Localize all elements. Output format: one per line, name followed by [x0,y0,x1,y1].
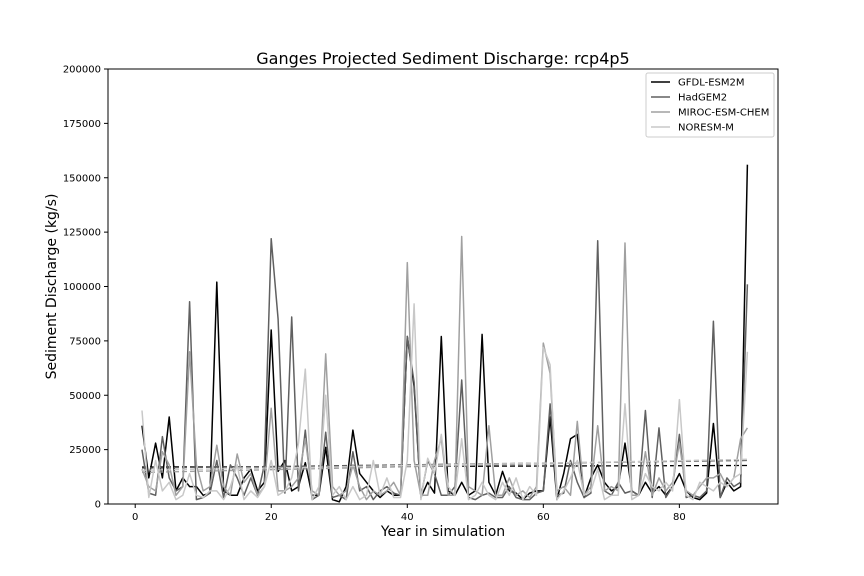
y-tick-label: 150000 [63,173,101,184]
y-tick-label: 50000 [69,391,101,402]
x-tick-label: 40 [401,512,414,523]
legend: GFDL-ESM2M HadGEM2 MIROC-ESM-CHEM NORESM-M [645,72,775,138]
y-tick-label: 25000 [69,445,101,456]
legend-label: GFDL-ESM2M [678,78,745,89]
x-tick-label: 80 [673,512,686,523]
chart-title: Ganges Projected Sediment Discharge: rcp… [256,49,629,68]
legend-label: MIROC-ESM-CHEM [678,108,769,119]
y-tick-label: 200000 [63,65,101,76]
x-axis-ticks: 0 20 40 60 80 [132,504,686,523]
y-axis-label: Sediment Discharge (kg/s) [44,194,60,380]
legend-frame [645,72,775,138]
series-layer [141,164,749,503]
x-axis-label: Year in simulation [380,524,505,540]
series-line-3 [141,303,749,501]
y-tick-label: 100000 [63,282,101,293]
y-tick-label: 75000 [69,336,101,347]
legend-label: NORESM-M [678,123,734,134]
series-line-2 [141,235,749,501]
x-tick-label: 20 [265,512,278,523]
y-axis-ticks: 0 25000 50000 75000 100000 125000 150000 175000… [63,65,108,511]
series-line-0 [141,164,749,503]
x-tick-label: 60 [537,512,550,523]
trend-line-3 [141,458,748,471]
legend-label: HadGEM2 [678,93,727,104]
x-tick-label: 0 [132,512,138,523]
y-tick-label: 125000 [63,228,101,239]
y-tick-label: 0 [95,500,101,511]
y-tick-label: 175000 [63,119,101,130]
